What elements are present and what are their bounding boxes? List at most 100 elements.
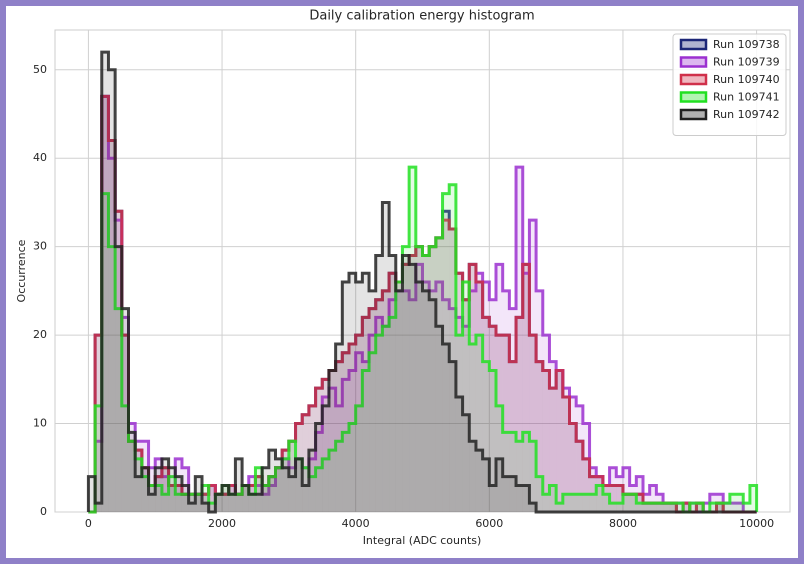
histogram-bar [689,503,697,512]
histogram-bar [95,503,102,512]
histogram-bar [282,458,289,512]
histogram-bar [582,458,590,512]
histogram-bar [262,494,269,512]
histogram-bar [181,494,189,512]
histogram-bar [342,282,349,512]
histogram-bar [228,485,236,512]
histogram-bar [141,467,149,512]
histogram-bar [121,308,129,512]
histogram-bar [696,503,704,512]
histogram-bar [148,485,156,512]
series [88,94,757,514]
histogram-bar [429,246,436,512]
y-tick-label: 10 [33,417,47,430]
histogram-bar [155,476,162,512]
histogram-bar [302,414,309,512]
histogram-bar [95,405,102,512]
histogram-bar [542,335,550,512]
histogram-bar [502,335,510,512]
histogram-bar [729,503,737,512]
histogram-bar [409,255,416,512]
histogram-bar [455,273,463,512]
histogram-bar [496,458,503,512]
histogram-bar [382,202,390,512]
histogram-bar [669,503,677,512]
histogram-bar [469,441,476,512]
histogram-bar [542,494,550,512]
histogram-bar [395,282,403,512]
histogram-bar [315,388,323,512]
histogram-bar [669,503,677,512]
histogram-bar [375,335,383,512]
histogram-bar [469,264,476,512]
histogram-bar [141,467,149,512]
histogram-bar [148,467,156,512]
histogram-bar [275,467,283,512]
histogram-bar [101,96,109,513]
histogram-bar [202,485,209,512]
histogram-bar [549,388,557,512]
histogram-bar [349,343,356,512]
histogram-bar [355,405,363,512]
histogram-bar [295,458,303,512]
histogram-bar [462,299,470,512]
histogram-bar [382,326,390,512]
histogram-bar [295,423,303,512]
histogram-bar [643,503,650,512]
histogram-bar [295,423,303,512]
y-tick-label: 50 [33,63,47,76]
histogram-bar [215,494,223,512]
histogram-bar [135,450,142,512]
histogram-bar [683,503,690,512]
legend-label: Run 109741 [713,91,780,104]
histogram-bar [395,290,403,512]
histogram-bar [322,397,329,512]
histogram-bar [215,494,223,512]
histogram-bar [335,441,343,512]
histogram-bar [315,388,323,512]
histogram-bar [95,335,102,512]
histogram-bar [362,370,370,512]
histogram-bar [516,317,523,512]
histogram-bar [723,503,730,512]
histogram-bar [709,503,717,512]
histogram-bar [482,458,490,512]
histogram-bar [616,485,623,512]
histogram-bar [415,264,423,512]
histogram-bar [108,140,116,512]
histogram-bar [749,485,757,512]
histogram-bar [262,485,269,512]
histogram-bar [308,450,316,512]
histogram-bar [355,352,363,512]
histogram-bar [415,282,423,512]
histogram-bar [569,397,577,512]
y-axis-label: Occurrence [15,239,28,302]
legend-label: Run 109742 [713,108,780,121]
histogram-bar [128,441,136,512]
histogram-bar [502,290,510,512]
histogram-bar [629,494,637,512]
histogram-bar [295,458,303,512]
histogram-bar [442,211,450,513]
histogram-bar [449,228,456,512]
histogram-bar [696,503,704,512]
histogram-bar [442,193,450,512]
histogram-bar [349,273,356,512]
histogram-bar [168,485,176,512]
histogram-bar [328,370,336,512]
histogram-bar [242,485,249,512]
histogram-bar [475,450,483,512]
histogram-bar [522,273,530,512]
histogram-bar [362,317,370,512]
histogram-bar [335,405,343,512]
histogram-bar [469,264,476,512]
histogram-bar [349,343,356,512]
histogram-bar [602,494,610,512]
histogram-bar [195,476,202,512]
histogram-bar [302,485,309,512]
histogram-bar [549,485,557,512]
histogram-bar [663,503,670,512]
histogram-bar [609,485,617,512]
histogram-bar [422,282,430,512]
histogram-bar [282,467,289,512]
